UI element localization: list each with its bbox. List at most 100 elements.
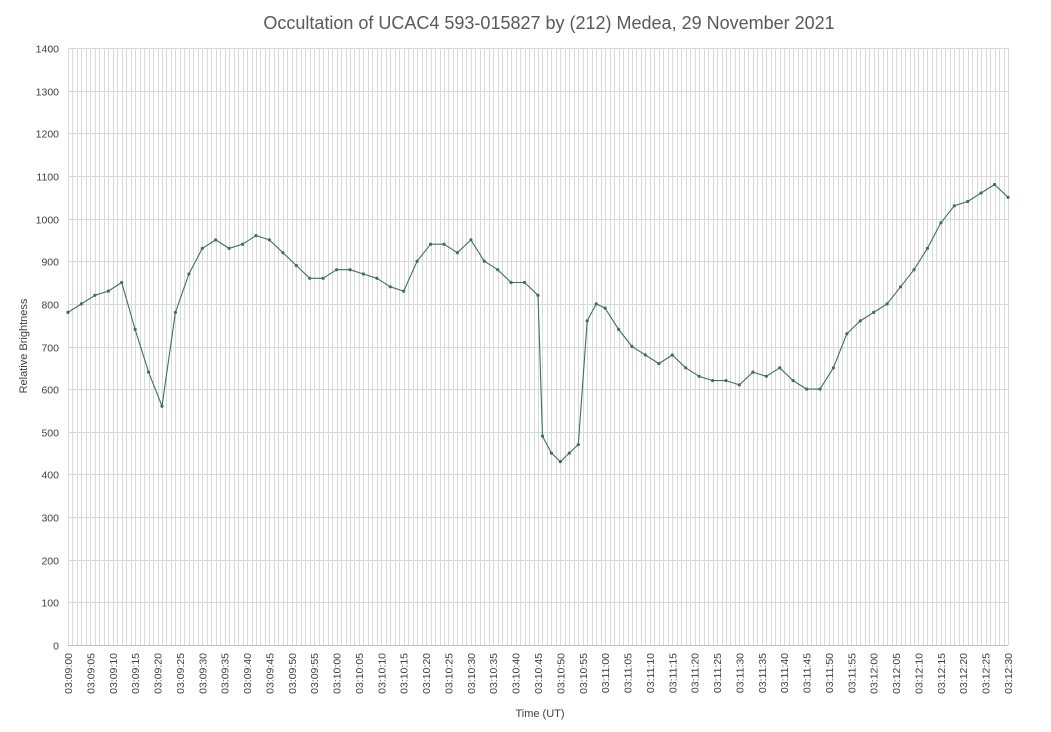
x-tick-label: 03:10:35 [488, 653, 500, 694]
data-point [509, 280, 513, 285]
data-point [348, 268, 352, 272]
data-point [200, 246, 204, 250]
data-point [805, 387, 809, 391]
data-point [388, 285, 392, 289]
x-tick-label: 03:11:15 [667, 653, 679, 693]
gridlines [68, 48, 1009, 646]
data-point [66, 310, 70, 314]
y-tick-label: 400 [41, 470, 59, 482]
x-tick-label: 03:10:10 [376, 653, 388, 694]
data-point [335, 268, 339, 272]
data-point [375, 276, 379, 280]
x-axis-label: Time (UT) [515, 708, 564, 720]
x-tick-label: 03:11:05 [623, 653, 635, 693]
x-tick-label: 03:11:00 [600, 653, 612, 693]
data-point [79, 302, 83, 306]
y-tick-label: 1300 [36, 87, 60, 99]
data-point [872, 310, 876, 314]
x-tick-label: 03:12:30 [1003, 653, 1015, 694]
data-point [939, 221, 943, 225]
x-tick-label: 03:09:20 [153, 653, 165, 694]
x-tick-label: 03:11:40 [779, 653, 791, 693]
x-tick-label: 03:09:50 [287, 653, 299, 694]
x-tick-label: 03:12:05 [891, 653, 903, 694]
y-tick-label: 900 [41, 257, 59, 269]
data-point [540, 434, 545, 438]
data-point [899, 285, 903, 289]
x-tick-label: 03:11:35 [757, 653, 769, 693]
data-point [496, 268, 500, 272]
data-point [442, 242, 446, 246]
data-point [885, 302, 889, 306]
y-tick-label: 1400 [36, 44, 60, 56]
y-tick-label: 1200 [36, 129, 60, 141]
data-point [858, 319, 862, 323]
data-point [670, 353, 674, 357]
data-point [585, 319, 589, 323]
x-axis-ticks: 03:09:00 03:09:05 03:09:10 03:09:15 03:09:20… [63, 653, 1015, 694]
x-tick-label: 03:10:25 [444, 653, 456, 694]
data-point [214, 238, 218, 242]
data-point [402, 289, 406, 293]
y-tick-label: 0 [53, 641, 59, 653]
x-tick-label: 03:09:10 [108, 653, 120, 694]
y-axis-ticks: 0 100 200 300 400 500 600 700 800 900 1000 1100 1200… [36, 44, 60, 653]
data-point [173, 310, 177, 314]
data-point [241, 242, 245, 246]
data-point [536, 293, 540, 297]
x-tick-label: 03:11:25 [712, 653, 724, 693]
data-point [482, 259, 486, 263]
data-point [523, 280, 527, 285]
data-point [147, 370, 151, 374]
data-point [594, 302, 598, 306]
x-tick-label: 03:12:20 [958, 653, 970, 694]
data-point [361, 272, 365, 276]
x-tick-label: 03:11:10 [645, 653, 657, 693]
y-tick-label: 600 [41, 385, 59, 397]
x-tick-label: 03:12:25 [981, 653, 993, 694]
data-point [133, 327, 137, 331]
x-tick-label: 03:12:15 [936, 653, 948, 694]
x-tick-label: 03:10:20 [421, 653, 433, 694]
x-tick-label: 03:12:10 [914, 653, 926, 694]
x-tick-label: 03:09:15 [130, 653, 142, 694]
x-tick-label: 03:10:15 [399, 653, 411, 694]
data-point [979, 191, 983, 195]
data-point [93, 293, 97, 297]
x-tick-label: 03:09:45 [264, 653, 276, 694]
x-tick-label: 03:10:40 [511, 653, 523, 694]
data-point [160, 404, 164, 408]
data-point [469, 238, 473, 242]
data-point [925, 246, 930, 250]
data-point [455, 251, 459, 255]
data-point [1006, 195, 1010, 199]
y-tick-label: 700 [41, 343, 59, 355]
data-point [567, 451, 571, 455]
x-tick-label: 03:09:25 [175, 653, 187, 694]
data-point [711, 379, 715, 383]
x-tick-label: 03:09:40 [242, 653, 254, 694]
data-point [187, 272, 191, 276]
data-point [684, 366, 688, 370]
data-point [617, 327, 621, 331]
x-tick-label: 03:10:50 [555, 653, 567, 694]
y-tick-label: 1100 [36, 172, 59, 184]
y-tick-label: 200 [41, 556, 59, 568]
data-point [764, 374, 768, 378]
y-tick-label: 800 [41, 300, 59, 312]
data-point [724, 379, 728, 383]
x-tick-label: 03:11:50 [824, 653, 836, 693]
data-point [415, 259, 419, 263]
data-point [603, 306, 607, 310]
data-point [549, 451, 554, 455]
data-point [308, 276, 312, 280]
y-tick-label: 500 [41, 428, 59, 440]
data-point [429, 242, 433, 246]
x-tick-label: 03:12:00 [869, 653, 881, 694]
y-tick-label: 300 [41, 513, 59, 525]
x-tick-label: 03:10:00 [332, 653, 344, 694]
x-tick-label: 03:10:55 [578, 653, 590, 694]
data-point [818, 387, 822, 391]
data-point [952, 204, 956, 208]
